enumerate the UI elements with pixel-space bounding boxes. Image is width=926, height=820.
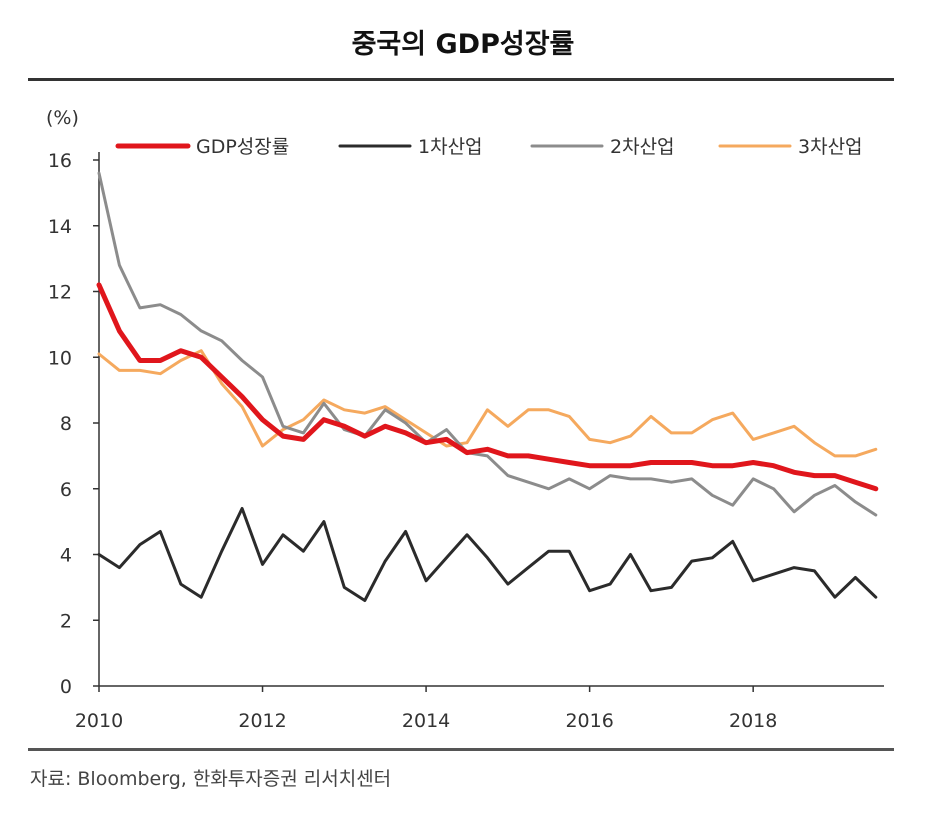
y-tick-label: 8 [60, 413, 72, 435]
y-tick-label: 14 [48, 216, 72, 238]
source-note: 자료: Bloomberg, 한화투자증권 리서치센터 [30, 768, 392, 790]
source-divider [28, 748, 894, 751]
y-tick-label: 12 [48, 282, 72, 304]
title-divider [28, 78, 894, 81]
x-tick-label: 2016 [565, 710, 613, 732]
x-tick-label: 2012 [238, 710, 286, 732]
legend-label-2: 1차산업 [418, 136, 483, 158]
y-axis-label: (%) [46, 107, 79, 129]
legend-label-4: 3차산업 [798, 136, 863, 158]
chart-title: 중국의 GDP성장률 [351, 29, 575, 60]
y-tick-label: 10 [48, 347, 72, 369]
y-tick-label: 2 [60, 610, 72, 632]
y-tick-label: 6 [60, 479, 72, 501]
y-tick-label: 16 [48, 150, 72, 172]
series-line-2 [97, 507, 878, 602]
legend-label-1: GDP성장률 [196, 136, 289, 158]
series-line-3 [97, 171, 878, 517]
series-line-1 [96, 282, 879, 492]
x-tick-label: 2010 [75, 710, 123, 732]
y-tick-label: 4 [60, 545, 72, 567]
series-line-4 [97, 349, 878, 458]
x-tick-label: 2018 [729, 710, 777, 732]
y-tick-label: 0 [60, 676, 72, 698]
x-tick-label: 2014 [402, 710, 450, 732]
legend-label-3: 2차산업 [610, 136, 675, 158]
